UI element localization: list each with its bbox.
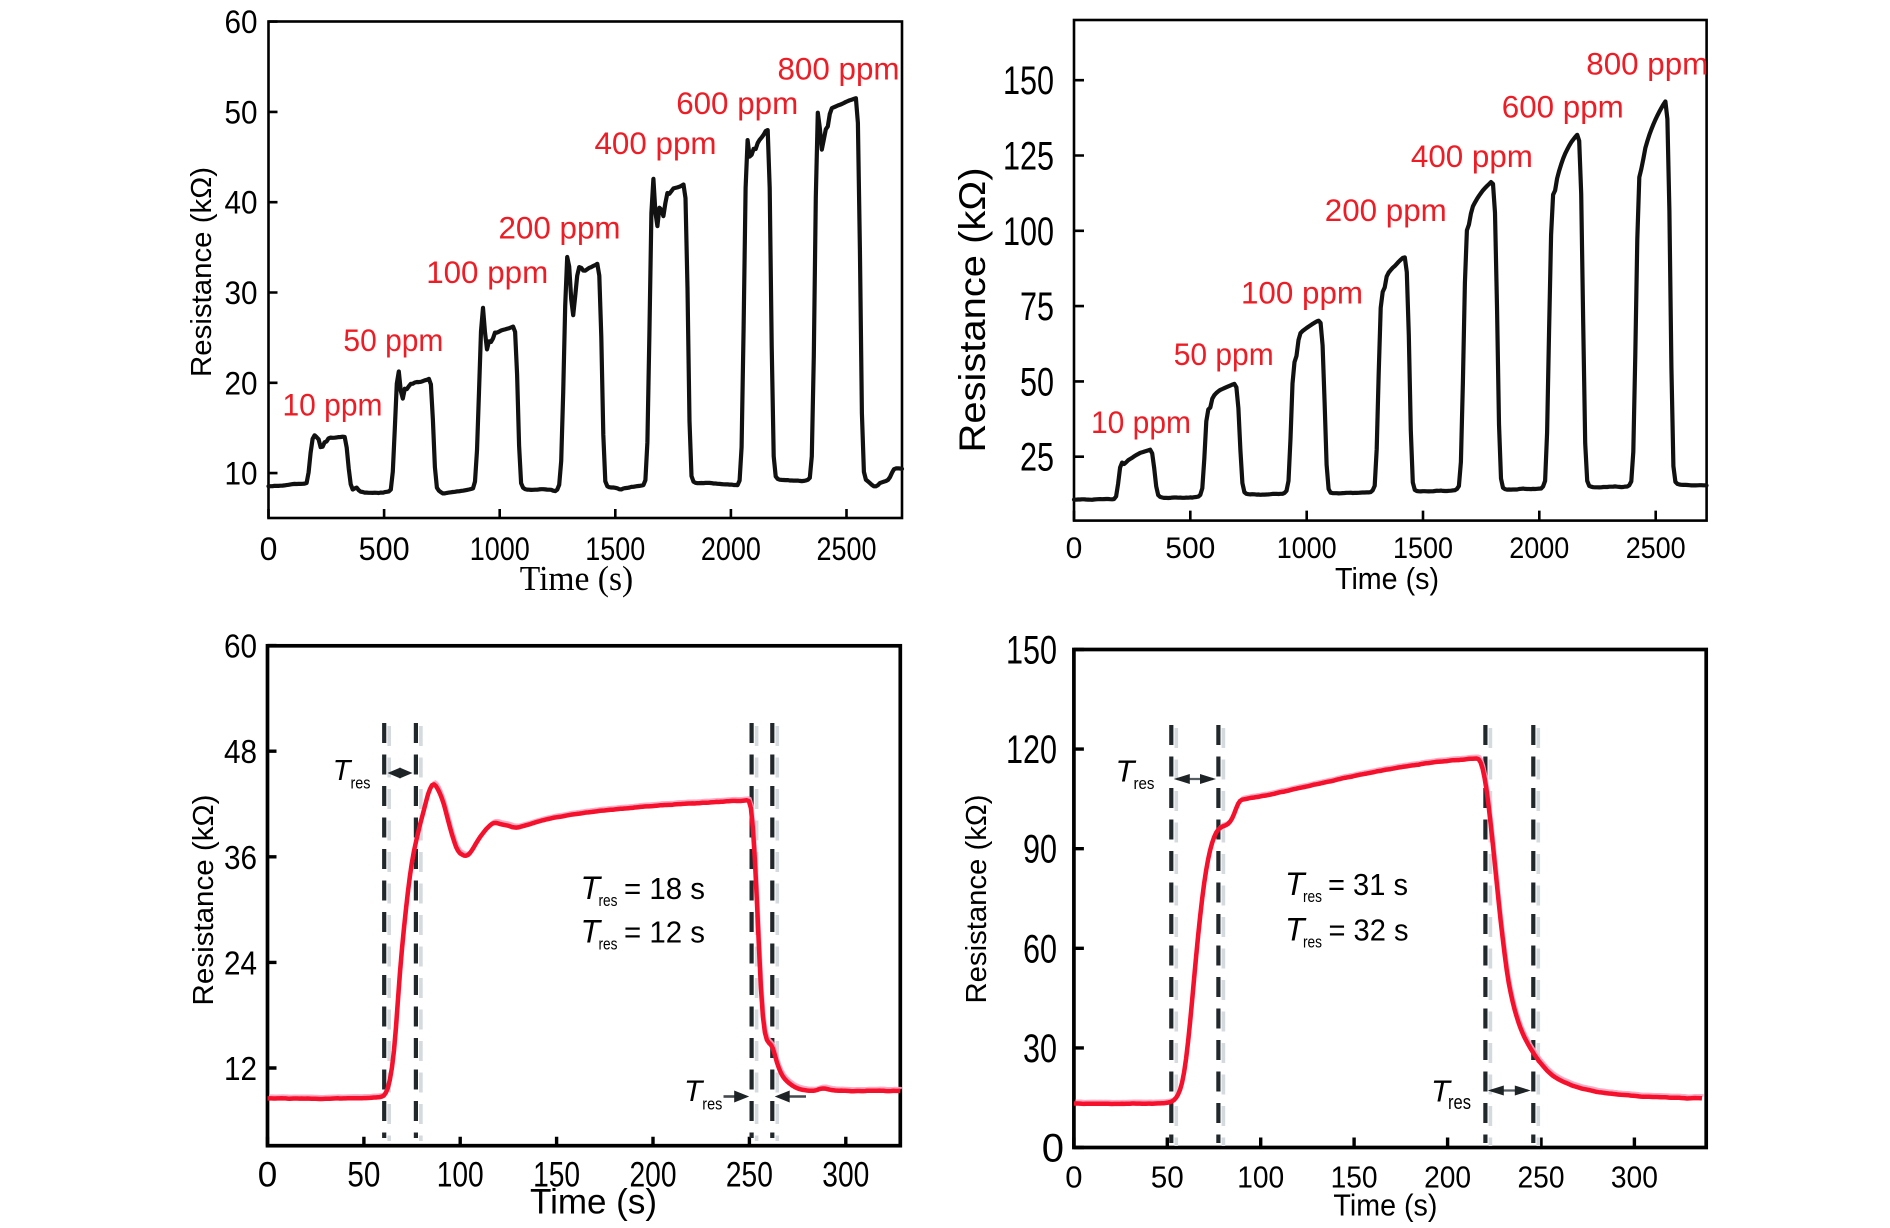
svg-text:Time (s): Time (s) [520, 559, 634, 598]
svg-text:0: 0 [1065, 1160, 1082, 1195]
svg-text:60: 60 [1023, 927, 1057, 971]
svg-text:150: 150 [1006, 629, 1057, 673]
svg-text:25: 25 [1020, 436, 1054, 480]
svg-text:0: 0 [260, 531, 278, 567]
svg-text:2500: 2500 [1626, 532, 1686, 565]
svg-text:150: 150 [533, 1156, 580, 1195]
svg-text:400 ppm: 400 ppm [1411, 138, 1533, 174]
svg-text:90: 90 [1023, 828, 1057, 872]
svg-text:10 ppm: 10 ppm [1091, 404, 1191, 440]
svg-text:50: 50 [1151, 1160, 1184, 1195]
svg-text:T: T [581, 870, 603, 906]
svg-text:30: 30 [1023, 1027, 1057, 1071]
svg-text:100: 100 [1003, 210, 1054, 254]
svg-text:1500: 1500 [1393, 532, 1453, 565]
svg-text:= 12 s: = 12 s [624, 916, 705, 950]
svg-text:200: 200 [1424, 1160, 1471, 1195]
svg-text:20: 20 [225, 365, 258, 401]
svg-text:T: T [581, 914, 603, 950]
svg-text:50 ppm: 50 ppm [1174, 336, 1274, 372]
svg-text:res: res [1303, 887, 1322, 906]
svg-text:120: 120 [1006, 728, 1057, 772]
svg-text:res: res [1134, 774, 1155, 793]
svg-text:2000: 2000 [1509, 532, 1569, 565]
svg-text:100 ppm: 100 ppm [426, 254, 548, 290]
svg-text:0: 0 [258, 1156, 277, 1195]
svg-text:800 ppm: 800 ppm [1586, 46, 1708, 82]
svg-text:T: T [1285, 866, 1307, 902]
svg-text:100 ppm: 100 ppm [1241, 274, 1363, 310]
svg-text:150: 150 [1331, 1160, 1378, 1195]
svg-text:12: 12 [224, 1050, 257, 1087]
svg-text:60: 60 [225, 4, 258, 40]
svg-text:10 ppm: 10 ppm [283, 387, 383, 423]
svg-text:600 ppm: 600 ppm [676, 85, 798, 121]
svg-text:= 31 s: = 31 s [1328, 868, 1408, 902]
svg-text:1000: 1000 [1277, 532, 1337, 565]
svg-text:600 ppm: 600 ppm [1502, 89, 1624, 125]
svg-text:Resistance (kΩ): Resistance (kΩ) [188, 795, 220, 1006]
svg-text:200 ppm: 200 ppm [1325, 192, 1447, 228]
svg-text:2000: 2000 [701, 531, 761, 567]
svg-text:200 ppm: 200 ppm [499, 210, 621, 246]
svg-text:Time (s): Time (s) [530, 1183, 657, 1222]
svg-text:T: T [1285, 912, 1307, 948]
svg-text:Time (s): Time (s) [1333, 1188, 1437, 1223]
svg-text:30: 30 [225, 275, 258, 311]
svg-text:60: 60 [224, 628, 257, 665]
svg-text:1500: 1500 [585, 531, 645, 567]
svg-text:0: 0 [1066, 532, 1083, 565]
svg-text:800 ppm: 800 ppm [778, 51, 900, 87]
svg-text:500: 500 [359, 531, 410, 567]
svg-text:400 ppm: 400 ppm [595, 125, 717, 161]
svg-text:50 ppm: 50 ppm [343, 322, 443, 358]
svg-text:Resistance (kΩ): Resistance (kΩ) [952, 168, 993, 453]
svg-text:50: 50 [347, 1156, 380, 1195]
svg-text:50: 50 [1020, 360, 1054, 404]
svg-text:res: res [1448, 1092, 1471, 1114]
svg-text:Time (s): Time (s) [1335, 561, 1439, 596]
svg-text:500: 500 [1165, 532, 1215, 565]
svg-text:150: 150 [1003, 59, 1054, 103]
svg-text:= 32 s: = 32 s [1329, 914, 1409, 948]
svg-text:= 18 s: = 18 s [624, 872, 705, 906]
svg-text:res: res [351, 774, 371, 792]
svg-text:100: 100 [437, 1156, 484, 1195]
svg-text:125: 125 [1003, 135, 1054, 179]
svg-text:Resistance (kΩ): Resistance (kΩ) [186, 167, 218, 377]
svg-text:250: 250 [726, 1156, 773, 1195]
svg-text:2500: 2500 [817, 531, 877, 567]
svg-text:24: 24 [224, 944, 257, 981]
svg-text:res: res [702, 1095, 722, 1114]
svg-text:40: 40 [225, 185, 258, 221]
svg-text:50: 50 [225, 94, 258, 130]
svg-text:T: T [684, 1075, 705, 1108]
svg-text:300: 300 [1611, 1160, 1658, 1195]
svg-text:250: 250 [1518, 1160, 1565, 1195]
svg-text:res: res [1303, 933, 1322, 952]
svg-text:T: T [1116, 754, 1137, 789]
svg-text:T: T [333, 755, 353, 787]
svg-text:res: res [599, 935, 618, 954]
svg-text:36: 36 [224, 839, 257, 876]
svg-text:75: 75 [1020, 285, 1054, 329]
svg-text:48: 48 [224, 733, 257, 770]
svg-text:200: 200 [630, 1156, 677, 1195]
svg-text:300: 300 [822, 1156, 869, 1195]
svg-text:res: res [599, 891, 618, 910]
svg-text:T: T [1431, 1074, 1452, 1109]
svg-text:0: 0 [1042, 1127, 1064, 1171]
svg-text:Resistance (kΩ): Resistance (kΩ) [961, 795, 993, 1004]
svg-text:10: 10 [225, 456, 258, 492]
svg-text:1000: 1000 [470, 531, 530, 567]
svg-text:100: 100 [1237, 1160, 1284, 1195]
